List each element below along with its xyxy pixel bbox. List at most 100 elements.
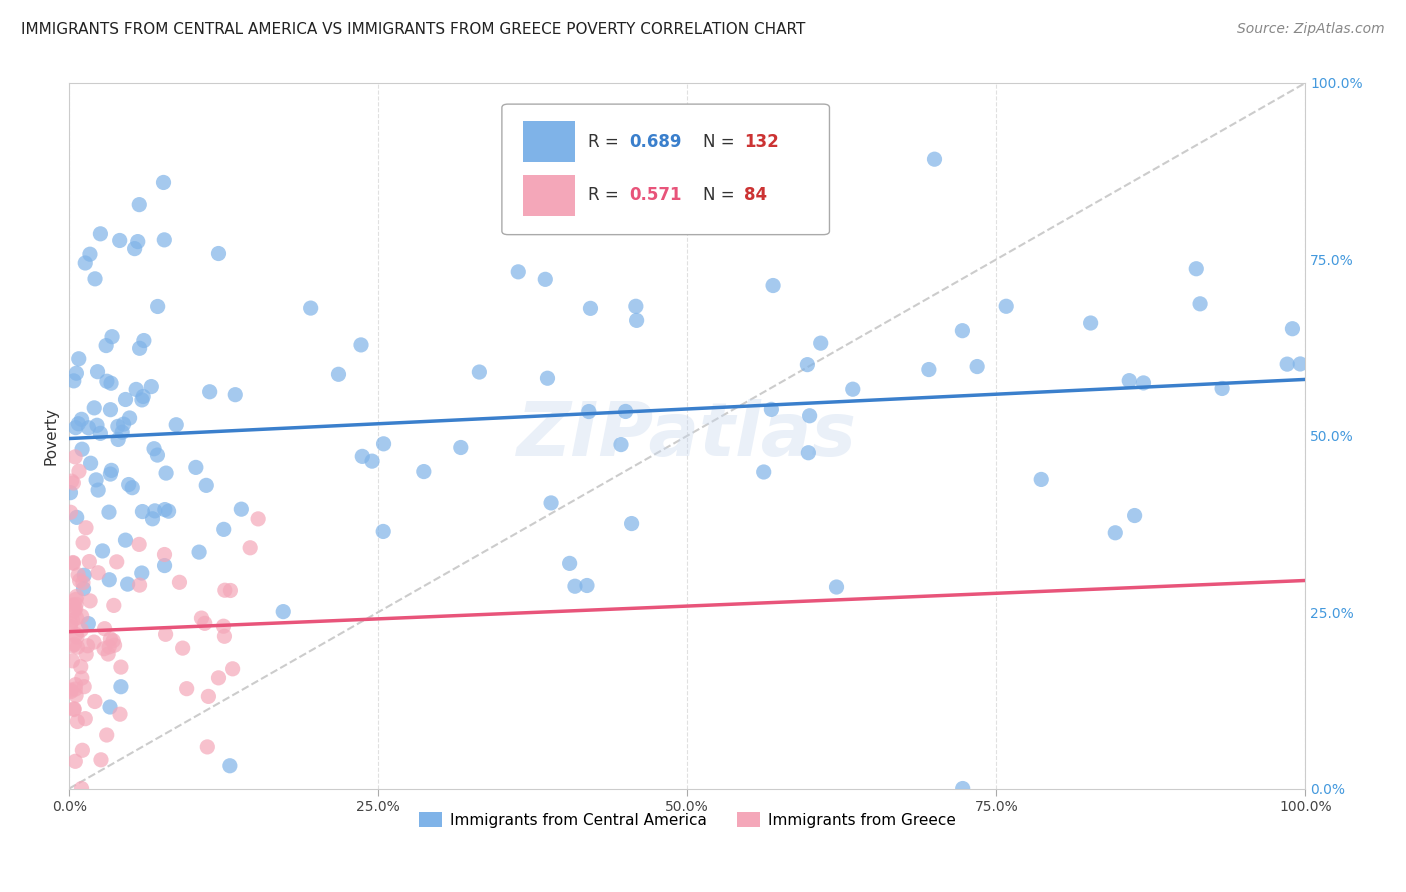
Point: [540, 496, 562, 510]
Point: [63, 702, 86, 716]
Point: [1281, 322, 1303, 336]
Point: [70, 412, 93, 426]
Point: [65, 420, 87, 434]
Point: [620, 516, 643, 531]
Point: [1289, 357, 1312, 371]
Point: [157, 504, 180, 518]
Point: [60, 474, 83, 488]
Point: [131, 504, 153, 518]
Point: [1118, 374, 1140, 388]
Point: [76, 639, 98, 653]
Text: R =: R =: [589, 133, 624, 151]
Point: [247, 512, 270, 526]
Point: [63, 604, 86, 618]
Point: [107, 433, 129, 447]
Point: [155, 466, 177, 480]
Point: [352, 450, 374, 464]
FancyBboxPatch shape: [502, 104, 830, 235]
Point: [66, 630, 89, 644]
Point: [103, 638, 125, 652]
Point: [79, 555, 101, 569]
Point: [84, 473, 107, 487]
Point: [62, 639, 84, 653]
Point: [101, 633, 124, 648]
Point: [65, 592, 87, 607]
Point: [626, 313, 648, 327]
Point: [89, 426, 111, 441]
Text: 0.689: 0.689: [630, 133, 682, 151]
Point: [165, 417, 187, 432]
Point: [197, 690, 219, 704]
Point: [1211, 381, 1233, 395]
Point: [468, 365, 491, 379]
Point: [66, 510, 89, 524]
Point: [83, 635, 105, 649]
Point: [810, 336, 832, 351]
Legend: Immigrants from Central America, Immigrants from Greece: Immigrants from Central America, Immigra…: [413, 805, 962, 834]
Point: [575, 578, 598, 592]
Point: [146, 300, 169, 314]
Point: [143, 504, 166, 518]
Point: [121, 481, 143, 495]
Point: [66, 714, 89, 729]
Point: [558, 557, 581, 571]
Point: [65, 366, 87, 380]
Point: [75, 712, 97, 726]
Text: ZIPatlas: ZIPatlas: [517, 400, 858, 472]
Point: [966, 359, 988, 374]
Point: [128, 537, 150, 551]
Point: [98, 573, 121, 587]
FancyBboxPatch shape: [523, 121, 575, 162]
Point: [152, 176, 174, 190]
Point: [153, 233, 176, 247]
Point: [70, 442, 93, 457]
Point: [62, 613, 84, 627]
Point: [132, 389, 155, 403]
Point: [79, 247, 101, 261]
Point: [62, 557, 84, 571]
Point: [84, 272, 107, 286]
Point: [93, 641, 115, 656]
Point: [62, 598, 84, 612]
Point: [188, 545, 211, 559]
Point: [143, 442, 166, 456]
Point: [66, 640, 89, 654]
Point: [127, 235, 149, 249]
Point: [564, 579, 586, 593]
Point: [624, 299, 647, 313]
Point: [65, 611, 87, 625]
Point: [219, 583, 242, 598]
Point: [96, 728, 118, 742]
Point: [69, 659, 91, 673]
Point: [111, 425, 134, 440]
Point: [86, 365, 108, 379]
Point: [75, 521, 97, 535]
Point: [128, 578, 150, 592]
Point: [70, 609, 93, 624]
Point: [62, 475, 84, 490]
Point: [1185, 261, 1208, 276]
Point: [59, 505, 82, 519]
Point: [118, 477, 141, 491]
Point: [72, 535, 94, 549]
Point: [190, 611, 212, 625]
Point: [60, 684, 83, 698]
Point: [75, 647, 97, 661]
Y-axis label: Poverty: Poverty: [44, 407, 58, 465]
Point: [65, 678, 87, 692]
Point: [373, 524, 395, 539]
Point: [508, 265, 530, 279]
Point: [63, 702, 86, 716]
Text: 0.571: 0.571: [630, 186, 682, 204]
Point: [67, 568, 90, 582]
Point: [195, 478, 218, 492]
Point: [98, 700, 121, 714]
Point: [110, 660, 132, 674]
Point: [63, 637, 86, 651]
Point: [131, 566, 153, 580]
Point: [60, 654, 83, 668]
Point: [169, 575, 191, 590]
Point: [83, 401, 105, 415]
Point: [796, 358, 818, 372]
Point: [114, 533, 136, 548]
